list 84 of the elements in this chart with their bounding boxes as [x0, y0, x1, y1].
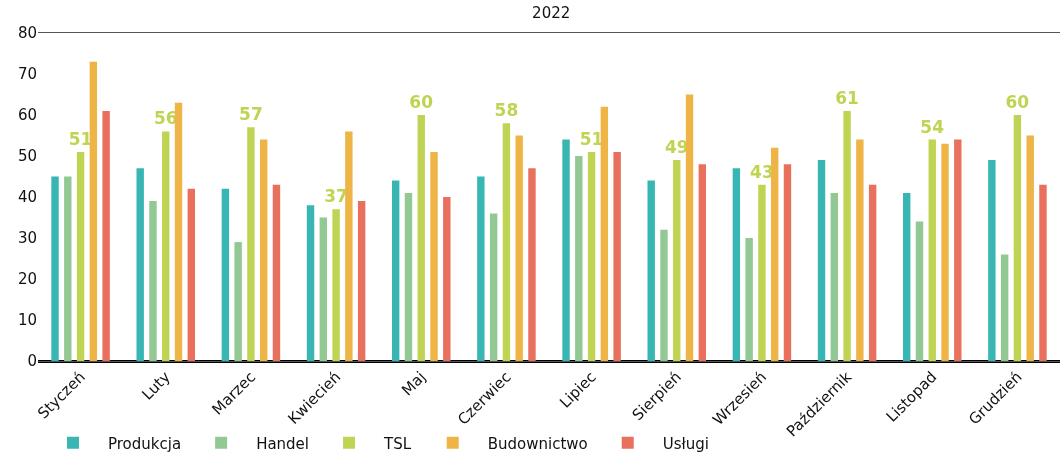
bar: [306, 205, 315, 361]
data-label: 51: [579, 128, 604, 149]
bar: [319, 217, 328, 361]
bar: [345, 131, 353, 361]
bar: [1026, 135, 1034, 361]
bar: [732, 168, 741, 361]
bar: [745, 238, 753, 361]
bar: [868, 184, 877, 361]
bar: [903, 192, 911, 361]
bar: [660, 229, 668, 361]
bar: [64, 176, 72, 361]
bar: [102, 110, 110, 361]
bar: [136, 168, 144, 361]
bar: [187, 188, 195, 361]
bar: [247, 127, 255, 361]
y-tick-label: 40: [17, 188, 37, 207]
bar: [443, 197, 451, 361]
bar: [830, 192, 839, 361]
bar: [51, 176, 59, 361]
bar: [770, 147, 779, 361]
y-tick-label: 20: [17, 270, 37, 289]
bar: [575, 156, 583, 361]
bar: [477, 176, 485, 361]
legend-label: Produkcja: [108, 434, 182, 453]
bar: [1039, 184, 1047, 361]
bar: [856, 139, 864, 361]
bar: [1013, 115, 1022, 361]
bar: [174, 102, 183, 361]
y-tick-label: 80: [17, 24, 37, 43]
bar: [515, 135, 523, 361]
bar: [76, 151, 85, 361]
bar: [758, 184, 766, 361]
bar: [647, 180, 655, 361]
bar: [613, 151, 621, 361]
bar: [915, 221, 924, 361]
bar: [928, 139, 936, 361]
bar: [404, 192, 413, 361]
bar: [673, 160, 681, 361]
bar: [1000, 254, 1009, 361]
bar: [817, 160, 826, 361]
bar: [392, 180, 400, 361]
legend-label: Usługi: [662, 434, 709, 453]
bar: [783, 164, 792, 361]
chart-title: 2022: [532, 3, 571, 22]
data-label: 60: [1005, 92, 1030, 112]
bar: [698, 164, 706, 361]
bar: [941, 143, 949, 361]
bar: [489, 213, 498, 361]
data-label: 61: [835, 87, 859, 108]
data-label: 60: [409, 92, 434, 112]
bar: [600, 106, 609, 361]
y-tick-label: 70: [17, 65, 37, 84]
data-label: 54: [920, 116, 945, 137]
legend-label: Budownictwo: [487, 434, 588, 453]
data-label: 51: [68, 128, 93, 149]
bar: [89, 61, 98, 361]
bar: [149, 201, 157, 361]
bar: [587, 151, 596, 361]
legend-label: Handel: [256, 434, 310, 453]
bar: [430, 151, 438, 361]
bar: [357, 201, 366, 361]
y-tick-label: 30: [17, 229, 37, 248]
x-tick-label: Maj: [398, 367, 430, 400]
bar: [234, 242, 242, 361]
data-label: 58: [494, 100, 519, 121]
y-tick-label: 60: [17, 106, 37, 125]
bar: [843, 110, 851, 361]
y-tick-label: 50: [17, 147, 37, 166]
bar: [417, 115, 425, 361]
bar: [954, 139, 962, 361]
bar: [528, 168, 536, 361]
bar: [685, 94, 694, 361]
bar: [988, 160, 996, 361]
data-label: 57: [239, 104, 263, 125]
y-tick-label: 10: [17, 311, 37, 330]
bar: [272, 184, 281, 361]
bar: [332, 209, 340, 361]
bar: [502, 123, 511, 361]
bar: [221, 188, 230, 361]
bar: [562, 139, 570, 361]
legend-label: TSL: [383, 434, 412, 453]
bar: [162, 131, 170, 361]
y-tick-label: 0: [27, 352, 37, 371]
bar: [259, 139, 268, 361]
